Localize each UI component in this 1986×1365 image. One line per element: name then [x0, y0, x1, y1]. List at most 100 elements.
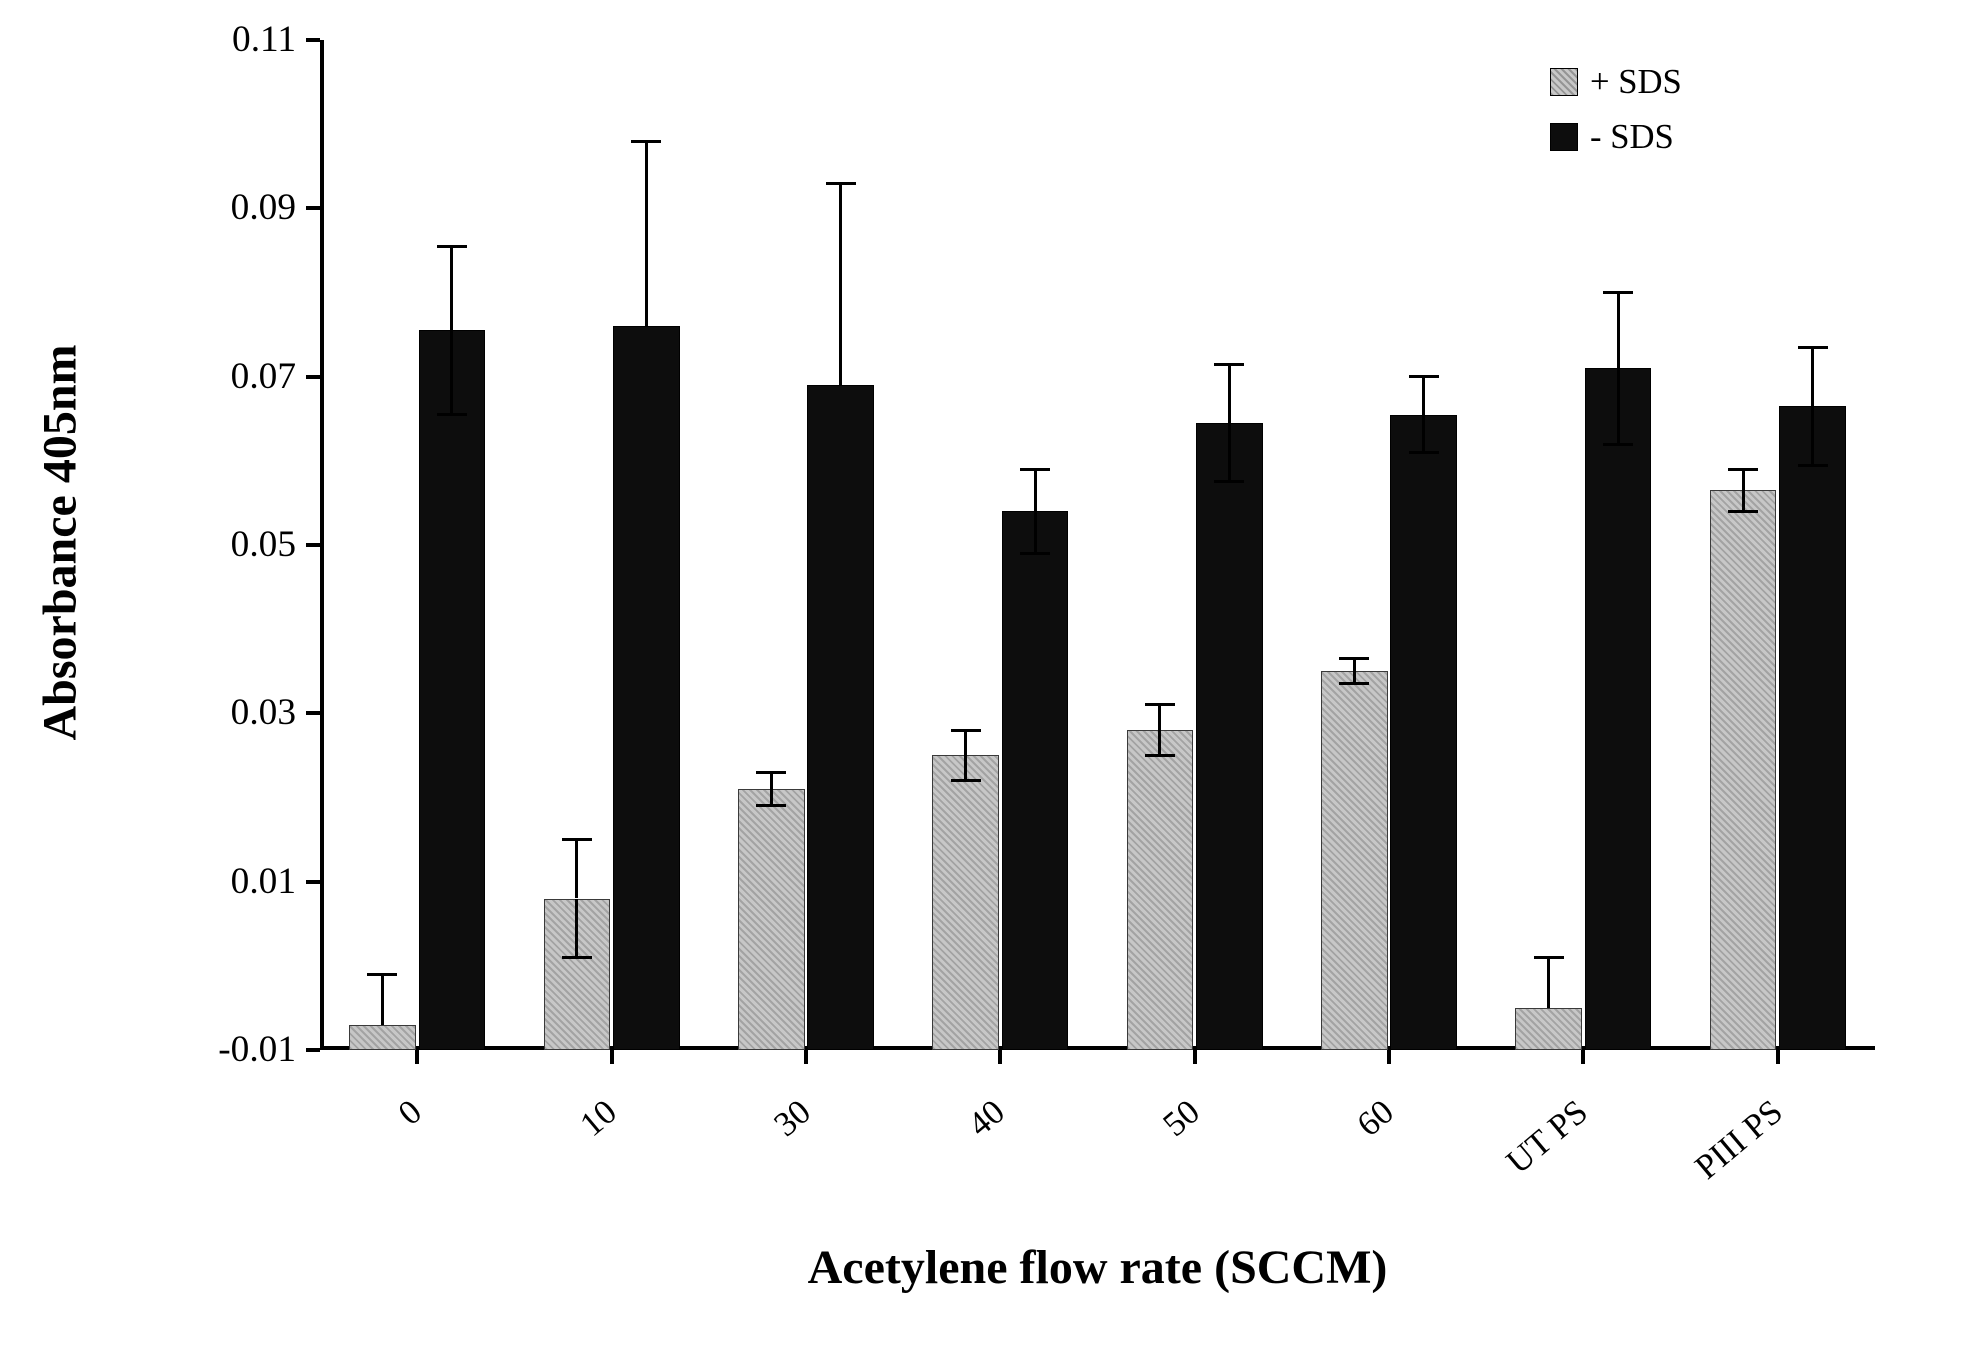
bar-minus_sds — [1585, 368, 1652, 1050]
error-cap — [367, 973, 397, 976]
x-tick-mark — [998, 1050, 1002, 1064]
error-bar — [1617, 368, 1620, 444]
error-cap — [631, 140, 661, 143]
x-tick-mark — [610, 1050, 614, 1064]
x-category-label: 0 — [205, 1093, 429, 1290]
error-cap — [1339, 657, 1369, 660]
error-cap — [437, 413, 467, 416]
chart-root: Absorbance 405nm Acetylene flow rate (SC… — [0, 0, 1986, 1365]
y-tick-mark — [306, 880, 320, 884]
error-cap — [1603, 291, 1633, 294]
y-tick-mark — [306, 206, 320, 210]
y-tick-label: 0.01 — [156, 860, 296, 903]
error-cap — [1603, 443, 1633, 446]
y-tick-label: 0.11 — [156, 18, 296, 61]
error-bar — [645, 141, 648, 326]
error-bar — [770, 772, 773, 789]
error-bar — [381, 974, 384, 1025]
error-cap — [1534, 956, 1564, 959]
error-bar — [1811, 406, 1814, 465]
error-cap — [1020, 552, 1050, 555]
y-tick-mark — [306, 1048, 320, 1052]
error-cap — [1214, 363, 1244, 366]
error-cap — [1728, 510, 1758, 513]
error-cap — [1798, 464, 1828, 467]
y-axis-title: Absorbance 405nm — [33, 193, 88, 893]
error-cap — [562, 956, 592, 959]
error-bar — [770, 789, 773, 806]
error-bar — [1158, 730, 1161, 755]
legend-swatch — [1550, 123, 1578, 151]
error-bar — [1547, 957, 1550, 1008]
y-tick-label: 0.09 — [156, 186, 296, 229]
x-tick-mark — [804, 1050, 808, 1064]
x-tick-mark — [1193, 1050, 1197, 1064]
y-tick-label: 0.07 — [156, 355, 296, 398]
error-cap — [1409, 451, 1439, 454]
error-cap — [1214, 480, 1244, 483]
error-bar — [1034, 469, 1037, 511]
bar-plus_sds — [932, 755, 999, 1050]
error-bar — [1158, 705, 1161, 730]
y-tick-mark — [306, 38, 320, 42]
error-bar — [1228, 423, 1231, 482]
y-tick-label: 0.05 — [156, 523, 296, 566]
error-cap — [1728, 468, 1758, 471]
legend-label: - SDS — [1590, 118, 1674, 157]
error-bar — [1034, 511, 1037, 553]
y-tick-mark — [306, 543, 320, 547]
error-cap — [1145, 754, 1175, 757]
legend-label: + SDS — [1590, 63, 1682, 102]
error-cap — [1798, 346, 1828, 349]
error-cap — [1409, 375, 1439, 378]
y-tick-mark — [306, 711, 320, 715]
error-cap — [951, 779, 981, 782]
error-bar — [1422, 377, 1425, 415]
error-bar — [450, 246, 453, 330]
bar-plus_sds — [1321, 671, 1388, 1050]
error-cap — [1339, 682, 1369, 685]
bar-plus_sds — [349, 1025, 416, 1050]
error-bar — [1742, 490, 1745, 511]
bar-minus_sds — [613, 326, 680, 1050]
error-cap — [951, 729, 981, 732]
bar-plus_sds — [1515, 1008, 1582, 1050]
bar-minus_sds — [1196, 423, 1263, 1050]
legend: + SDS - SDS — [1550, 68, 1810, 188]
bar-minus_sds — [419, 330, 486, 1050]
error-bar — [575, 899, 578, 958]
bar-minus_sds — [1002, 511, 1069, 1050]
y-tick-label: -0.01 — [156, 1028, 296, 1071]
bar-plus_sds — [738, 789, 805, 1050]
error-bar — [1228, 364, 1231, 423]
bar-minus_sds — [1390, 415, 1457, 1050]
error-cap — [826, 182, 856, 185]
error-cap — [1020, 468, 1050, 471]
y-tick-label: 0.03 — [156, 691, 296, 734]
error-bar — [1617, 293, 1620, 369]
x-tick-mark — [1776, 1050, 1780, 1064]
bar-minus_sds — [1779, 406, 1846, 1050]
x-tick-mark — [1581, 1050, 1585, 1064]
y-tick-mark — [306, 375, 320, 379]
error-bar — [450, 330, 453, 414]
error-bar — [575, 840, 578, 899]
error-cap — [756, 804, 786, 807]
error-cap — [437, 245, 467, 248]
legend-item: + SDS — [1550, 68, 1682, 96]
legend-item: - SDS — [1550, 123, 1674, 151]
x-category-label: 10 — [400, 1093, 624, 1290]
error-bar — [964, 755, 967, 780]
bar-plus_sds — [1127, 730, 1194, 1050]
error-bar — [1742, 469, 1745, 490]
x-tick-mark — [415, 1050, 419, 1064]
x-category-label: PIII PS — [1566, 1093, 1790, 1290]
error-bar — [1353, 659, 1356, 672]
bar-plus_sds — [1710, 490, 1777, 1050]
legend-swatch — [1550, 68, 1578, 96]
error-cap — [756, 771, 786, 774]
bar-minus_sds — [807, 385, 874, 1050]
error-bar — [964, 730, 967, 755]
x-tick-mark — [1387, 1050, 1391, 1064]
error-bar — [1422, 415, 1425, 453]
